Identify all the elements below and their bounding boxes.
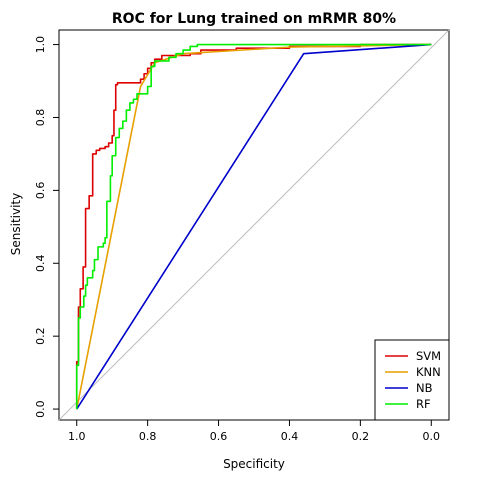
series-line-rf — [75, 43, 432, 410]
x-tick-label: 1.0 — [68, 430, 86, 443]
x-tick-label: 0.8 — [139, 430, 157, 443]
y-tick-label: 0.0 — [34, 400, 47, 418]
y-tick-label: 1.0 — [34, 36, 47, 54]
legend-label-svm: SVM — [416, 349, 441, 363]
y-tick-label: 0.4 — [34, 255, 47, 273]
plot-area: 1.0 0.8 0.6 0.4 0.2 0.0 0.0 0.2 0.4 0.6 0.8 1.0 SVM K… — [34, 29, 450, 443]
x-axis-label: Specificity — [223, 457, 285, 471]
legend-label-rf: RF — [416, 397, 431, 411]
x-tick-label: 0.4 — [281, 430, 299, 443]
series-line-nb — [76, 43, 432, 410]
legend-label-nb: NB — [416, 381, 433, 395]
legend-box — [374, 339, 450, 421]
y-axis-label: Sensitivity — [9, 193, 23, 255]
diagonal-reference-line — [58, 29, 450, 421]
y-tick-label: 0.2 — [34, 327, 47, 345]
legend-label-knn: KNN — [416, 365, 441, 379]
y-tick-label: 0.6 — [34, 182, 47, 200]
x-tick-label: 0.2 — [352, 430, 370, 443]
x-tick-label: 0.0 — [423, 430, 441, 443]
y-tick-label: 0.8 — [34, 109, 47, 127]
x-tick-label: 0.6 — [210, 430, 228, 443]
chart-title: ROC for Lung trained on mRMR 80% — [112, 11, 396, 27]
plot-frame — [58, 29, 450, 421]
